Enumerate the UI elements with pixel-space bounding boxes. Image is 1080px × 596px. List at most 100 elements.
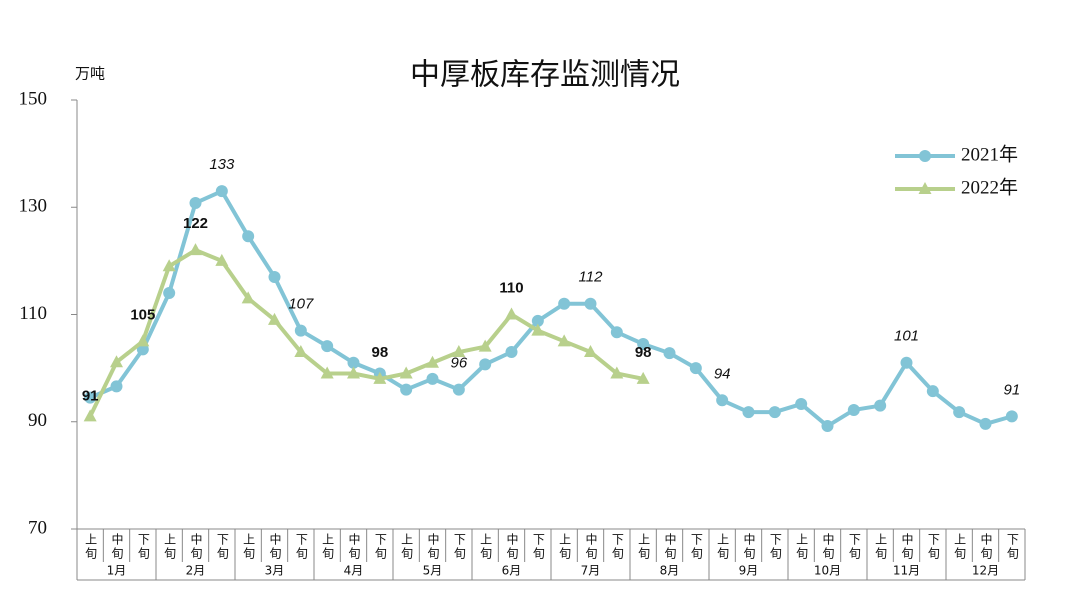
point xyxy=(689,362,702,375)
x-tick-label: 中旬 xyxy=(663,532,677,561)
point xyxy=(478,339,492,352)
x-tick-label: 上旬 xyxy=(874,533,888,561)
point xyxy=(215,185,228,198)
point xyxy=(83,409,97,422)
data-label: 98 xyxy=(371,344,388,361)
x-tick-label: 下旬 xyxy=(215,533,229,561)
data-label: 94 xyxy=(714,365,731,382)
point xyxy=(900,356,913,369)
data-label: 98 xyxy=(635,344,652,361)
x-tick-label: 上旬 xyxy=(637,533,651,561)
point xyxy=(663,347,676,360)
point xyxy=(505,346,518,359)
point xyxy=(241,291,255,304)
x-tick-label: 上旬 xyxy=(953,533,967,561)
x-tick-label: 中旬 xyxy=(505,532,519,561)
x-tick-label: 下旬 xyxy=(610,533,624,561)
data-label: 122 xyxy=(183,215,208,232)
point xyxy=(347,356,360,369)
x-tick-label: 中旬 xyxy=(110,532,124,561)
point xyxy=(636,371,650,384)
y-tick-label: 130 xyxy=(19,196,48,217)
series-line xyxy=(89,189,1013,429)
point xyxy=(347,366,360,379)
point xyxy=(215,253,229,266)
point xyxy=(294,324,307,337)
group-label: 3月 xyxy=(265,564,285,578)
group-label: 6月 xyxy=(502,564,522,578)
point xyxy=(479,358,492,371)
data-label: 110 xyxy=(499,279,523,296)
point xyxy=(110,380,123,393)
point xyxy=(584,297,597,310)
x-tick-label: 中旬 xyxy=(189,532,203,561)
x-tick-label: 下旬 xyxy=(689,533,703,561)
data-label: 105 xyxy=(130,306,155,323)
group-label: 1月 xyxy=(107,564,127,578)
data-label: 133 xyxy=(209,156,235,173)
x-tick-label: 上旬 xyxy=(716,533,730,561)
x-tick-label: 下旬 xyxy=(373,533,387,561)
y-tick-label: 110 xyxy=(19,303,47,324)
x-tick-label: 下旬 xyxy=(847,533,861,561)
point xyxy=(557,334,571,347)
x-tick-label: 下旬 xyxy=(452,533,466,561)
x-tick-label: 中旬 xyxy=(268,532,282,561)
point xyxy=(189,243,202,256)
data-label: 107 xyxy=(288,296,314,313)
x-tick-label: 下旬 xyxy=(136,533,150,561)
point xyxy=(1005,410,1018,423)
chart-title: 中厚板库存监测情况 xyxy=(410,58,680,93)
data-label: 91 xyxy=(82,387,99,404)
point xyxy=(242,230,255,243)
x-tick-label: 中旬 xyxy=(979,532,993,561)
x-tick-label: 中旬 xyxy=(821,532,835,561)
point xyxy=(136,334,150,347)
point xyxy=(373,371,387,384)
group-label: 4月 xyxy=(344,564,364,578)
group-label: 5月 xyxy=(423,564,443,578)
point xyxy=(919,150,931,162)
group-label: 10月 xyxy=(814,564,841,578)
point xyxy=(399,366,413,379)
point xyxy=(716,394,729,407)
x-tick-label: 上旬 xyxy=(163,533,177,561)
point xyxy=(979,417,992,430)
group-label: 12月 xyxy=(972,564,999,578)
point xyxy=(953,406,966,419)
point xyxy=(268,312,281,325)
point xyxy=(610,326,623,339)
x-tick-label: 上旬 xyxy=(558,533,572,561)
point xyxy=(162,259,176,272)
x-tick-label: 下旬 xyxy=(926,533,940,561)
x-tick-label: 上旬 xyxy=(84,533,98,561)
point xyxy=(321,340,334,353)
point xyxy=(452,383,465,396)
point xyxy=(926,385,939,398)
point xyxy=(426,355,439,368)
point xyxy=(531,323,545,336)
series-line xyxy=(88,248,644,418)
point xyxy=(400,383,413,396)
point xyxy=(136,343,149,356)
point xyxy=(452,345,466,358)
x-tick-label: 下旬 xyxy=(294,533,308,561)
point xyxy=(320,366,334,379)
point xyxy=(768,406,781,419)
legend-label: 2022年 xyxy=(961,176,1018,198)
x-tick-label: 下旬 xyxy=(1005,533,1019,561)
x-tick-label: 上旬 xyxy=(479,533,493,561)
point xyxy=(584,345,597,358)
y-tick-label: 150 xyxy=(19,88,48,109)
point xyxy=(821,420,834,433)
x-tick-label: 下旬 xyxy=(768,533,782,561)
x-tick-label: 中旬 xyxy=(742,532,756,561)
point xyxy=(189,196,202,209)
legend-label: 2021年 xyxy=(961,143,1018,165)
point xyxy=(505,307,518,320)
point xyxy=(163,287,176,300)
group-label: 11月 xyxy=(893,564,920,578)
point xyxy=(294,345,308,358)
data-label: 91 xyxy=(1003,381,1020,398)
